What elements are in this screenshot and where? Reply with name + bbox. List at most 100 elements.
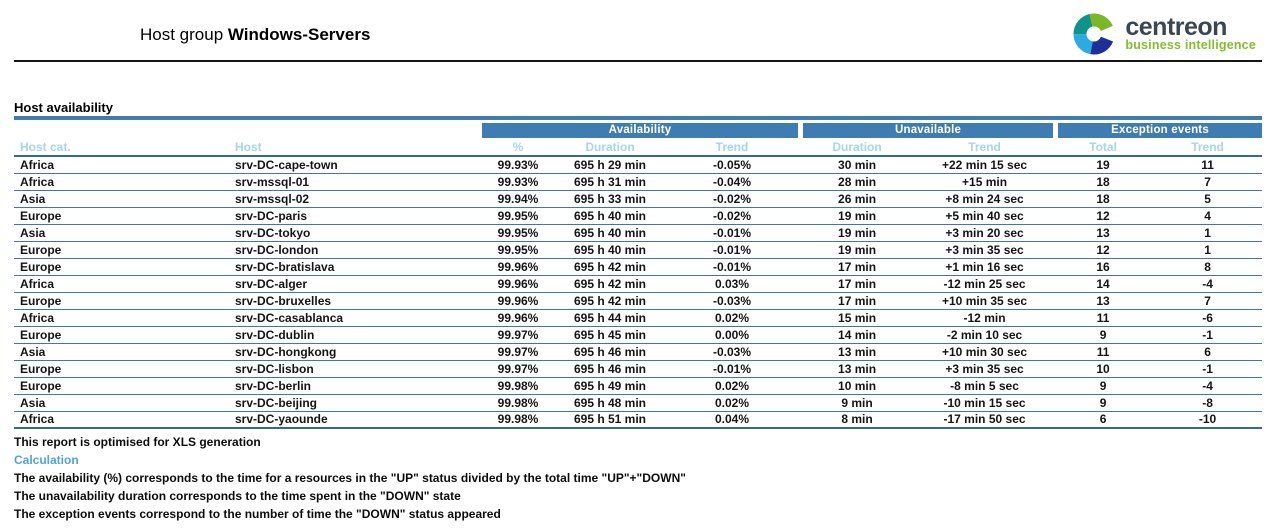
table-cell: 13 (1053, 292, 1154, 310)
table-cell: srv-DC-bratislava (229, 258, 482, 276)
report-note: This report is optimised for XLS generat… (14, 435, 261, 449)
table-row: Europe srv-DC-bruxelles 99.96% 695 h 42 min… (14, 292, 1263, 310)
table-cell: 19 min (798, 224, 917, 242)
table-cell: Africa (14, 309, 229, 327)
table-row: Africa srv-DC-alger 99.96% 695 h 42 min 0.03… (14, 275, 1263, 293)
table-cell: srv-DC-london (229, 241, 482, 259)
table-cell: 99.96% (482, 292, 554, 310)
table-cell: 695 h 40 min (554, 224, 666, 242)
table-cell: 695 h 42 min (554, 258, 666, 276)
table-cell: 19 min (798, 241, 917, 259)
table-cell: -0.02% (666, 207, 799, 225)
table-cell: 7 (1153, 173, 1263, 191)
group-header-unavailable-cell: Unavailable (798, 122, 1054, 139)
table-row: Europe srv-DC-bratislava 99.96% 695 h 42 mi… (14, 258, 1263, 276)
table-cell: -4 (1153, 275, 1263, 293)
table-cell: Europe (14, 258, 229, 276)
table-cell: -10 (1153, 411, 1263, 429)
table-cell: -0.05% (666, 156, 799, 174)
table-cell: 9 min (798, 394, 917, 412)
table-cell: +8 min 24 sec (916, 190, 1054, 208)
table-cell: 99.95% (482, 207, 554, 225)
table-body: Africa srv-DC-cape-town 99.93% 695 h 29 min… (14, 156, 1263, 429)
table-cell: 13 (1053, 224, 1154, 242)
table-cell: 1 (1153, 224, 1263, 242)
table-cell: 695 h 46 min (554, 343, 666, 361)
calculation-line-unavailability: The unavailability duration corresponds … (14, 489, 461, 503)
footer-notes: This report is optimised for XLS generat… (14, 433, 1262, 523)
table-cell: 695 h 40 min (554, 241, 666, 259)
table-cell: 695 h 49 min (554, 377, 666, 395)
table-cell: 0.02% (666, 377, 799, 395)
table-cell: 99.97% (482, 360, 554, 378)
calculation-line-availability: The availability (%) corresponds to the … (14, 471, 686, 485)
table-row: Europe srv-DC-london 99.95% 695 h 40 min -0.… (14, 241, 1263, 259)
table-cell: -12 min 25 sec (916, 275, 1054, 293)
table-cell: -0.01% (666, 360, 799, 378)
table-cell: 19 (1053, 156, 1154, 174)
group-header-exception-events-cell: Exception events (1053, 122, 1263, 139)
table-cell: 18 (1053, 190, 1154, 208)
column-header-row: Host cat. Host % Duration Trend Duration… (14, 139, 1263, 157)
table-cell: -1 (1153, 326, 1263, 344)
table-cell: 695 h 48 min (554, 394, 666, 412)
group-header-exception-events: Exception events (1058, 123, 1263, 138)
table-cell: 9 (1053, 377, 1154, 395)
table-cell: 12 (1053, 241, 1154, 259)
table-cell: 695 h 51 min (554, 411, 666, 429)
table-cell: 26 min (798, 190, 917, 208)
group-header-row: Availability Unavailable Exception event… (14, 122, 1263, 139)
table-cell: +10 min 35 sec (916, 292, 1054, 310)
table-row: Europe srv-DC-dublin 99.97% 695 h 45 min 0.0… (14, 326, 1263, 344)
table-cell: -17 min 50 sec (916, 411, 1054, 429)
group-header-availability: Availability (482, 123, 799, 138)
page-title-hostgroup: Windows-Servers (227, 25, 371, 44)
col-header-availability-duration: Duration (554, 139, 666, 157)
table-row: Asia srv-mssql-02 99.94% 695 h 33 min -0.02%… (14, 190, 1263, 208)
table-cell: -6 (1153, 309, 1263, 327)
table-cell: 14 (1053, 275, 1154, 293)
table-cell: 695 h 33 min (554, 190, 666, 208)
table-cell: 4 (1153, 207, 1263, 225)
table-cell: Europe (14, 377, 229, 395)
table-cell: 695 h 46 min (554, 360, 666, 378)
table-cell: srv-DC-dublin (229, 326, 482, 344)
table-row: Asia srv-DC-beijing 99.98% 695 h 48 min 0.02… (14, 394, 1263, 412)
col-header-events-total: Total (1053, 139, 1154, 157)
calculation-title: Calculation (14, 453, 79, 467)
table-cell: 695 h 40 min (554, 207, 666, 225)
table-cell: 695 h 31 min (554, 173, 666, 191)
table-cell: srv-mssql-02 (229, 190, 482, 208)
table-cell: +1 min 16 sec (916, 258, 1054, 276)
table-cell: srv-DC-beijing (229, 394, 482, 412)
table-cell: 8 (1153, 258, 1263, 276)
table-cell: 99.98% (482, 394, 554, 412)
table-cell: -12 min (916, 309, 1054, 327)
table-cell: +3 min 20 sec (916, 224, 1054, 242)
table-cell: Asia (14, 224, 229, 242)
table-cell: Africa (14, 156, 229, 174)
table-cell: -8 min 5 sec (916, 377, 1054, 395)
table-cell: srv-DC-hongkong (229, 343, 482, 361)
table-cell: -0.02% (666, 190, 799, 208)
table-cell: 99.95% (482, 241, 554, 259)
table-cell: 30 min (798, 156, 917, 174)
table-cell: +22 min 15 sec (916, 156, 1054, 174)
table-cell: 99.96% (482, 309, 554, 327)
table-row: Europe srv-DC-berlin 99.98% 695 h 49 min 0.0… (14, 377, 1263, 395)
table-cell: +10 min 30 sec (916, 343, 1054, 361)
table-cell: 695 h 29 min (554, 156, 666, 174)
table-row: Asia srv-DC-hongkong 99.97% 695 h 46 min -0.… (14, 343, 1263, 361)
table-cell: 1 (1153, 241, 1263, 259)
report-header: Host group Windows-Servers centreon busi… (14, 0, 1262, 62)
table-row: Europe srv-DC-lisbon 99.97% 695 h 46 min -0.… (14, 360, 1263, 378)
group-header-unavailable: Unavailable (803, 123, 1054, 138)
group-header-spacer (14, 122, 482, 139)
page-title: Host group Windows-Servers (140, 25, 370, 45)
table-cell: 99.97% (482, 343, 554, 361)
table-cell: 6 (1153, 343, 1263, 361)
table-cell: 6 (1053, 411, 1154, 429)
table-row: Europe srv-DC-paris 99.95% 695 h 40 min -0.0… (14, 207, 1263, 225)
table-cell: -10 min 15 sec (916, 394, 1054, 412)
